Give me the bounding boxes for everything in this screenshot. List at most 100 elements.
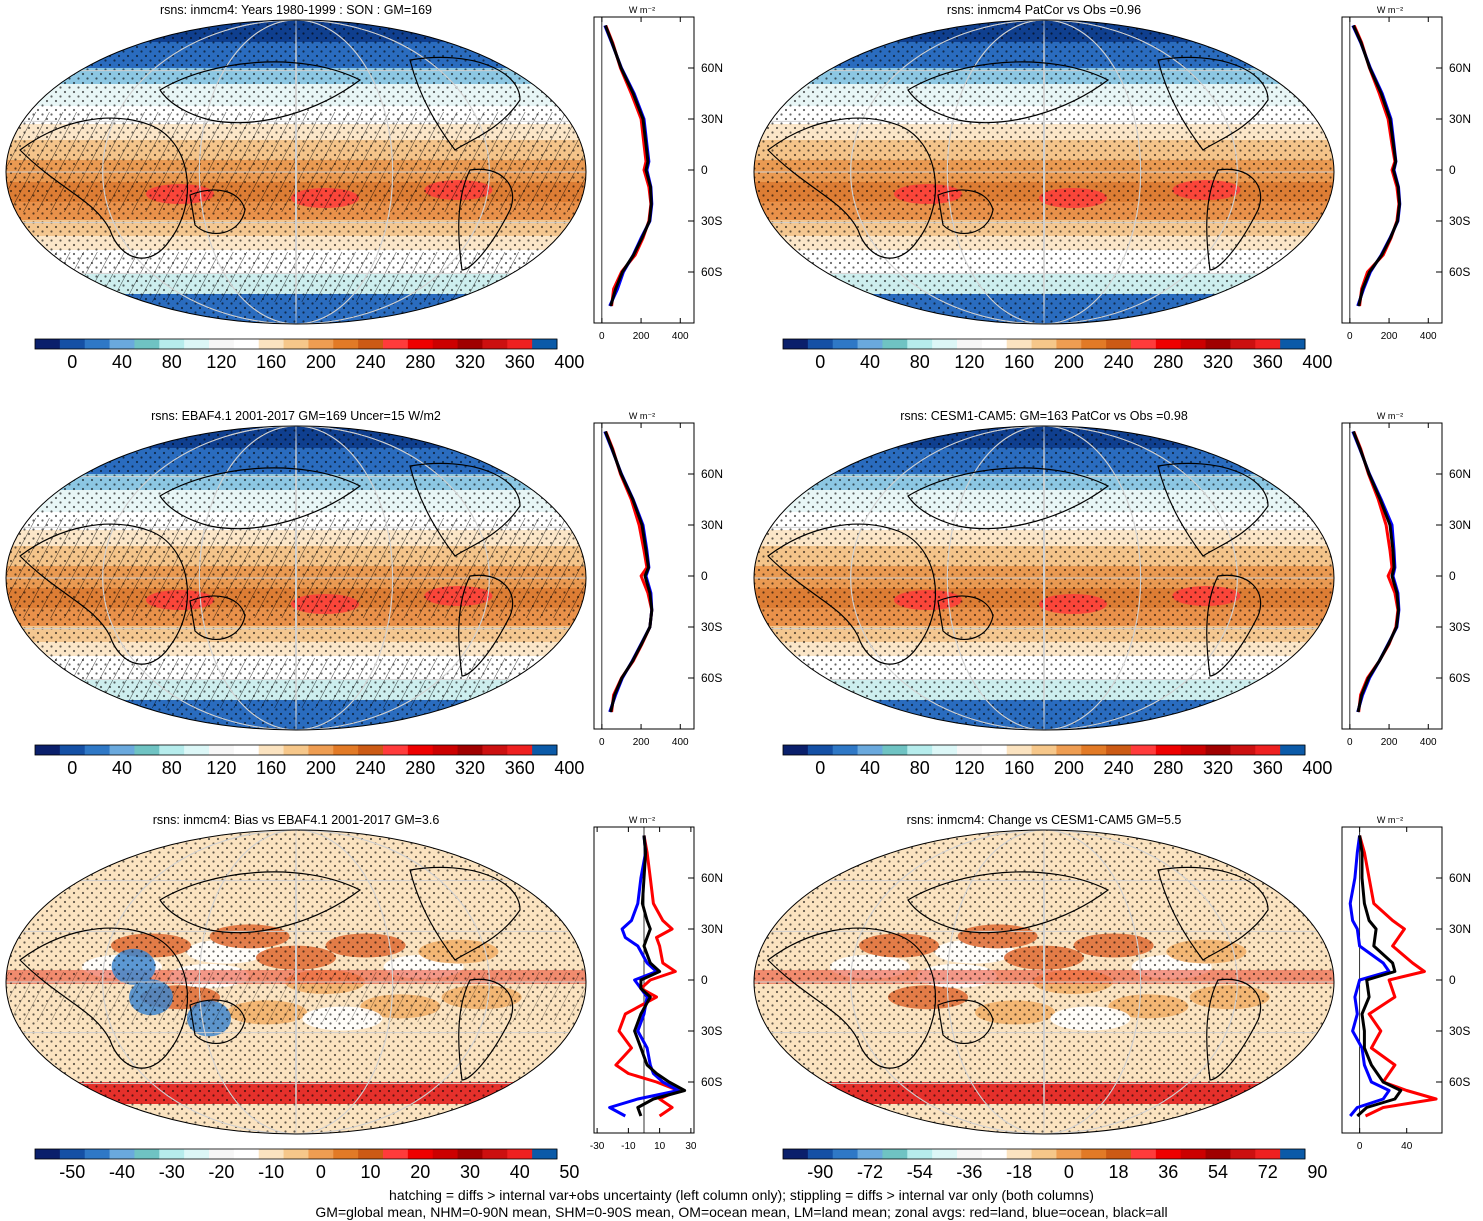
colorbar-swatch bbox=[1081, 339, 1107, 349]
zonal-ylabel: 0 bbox=[1449, 163, 1456, 177]
zonal-ylabel: 60N bbox=[701, 871, 723, 885]
colorbar-label: 40 bbox=[510, 1162, 530, 1182]
colorbar-swatch bbox=[1131, 745, 1157, 755]
zonal-units: W m⁻² bbox=[629, 5, 655, 15]
map-outline bbox=[753, 425, 1335, 731]
colorbar-label: 160 bbox=[256, 758, 286, 778]
colorbar-swatch bbox=[159, 745, 185, 755]
colorbar-label: 240 bbox=[1104, 758, 1134, 778]
panel-2: rsns: inmcm4 PatCor vs Obs =0.96 0 40 80 120… bbox=[753, 3, 1471, 372]
colorbar-swatch bbox=[1230, 1149, 1256, 1159]
colorbar-label: 120 bbox=[954, 758, 984, 778]
colorbar-label: -10 bbox=[258, 1162, 284, 1182]
colorbar-swatch bbox=[308, 745, 334, 755]
colorbar-swatch bbox=[957, 1149, 983, 1159]
zonal-units: W m⁻² bbox=[1377, 815, 1403, 825]
colorbar-label: 400 bbox=[554, 352, 584, 372]
colorbar-label: -54 bbox=[907, 1162, 933, 1182]
colorbar-label: 50 bbox=[559, 1162, 579, 1182]
colorbar-swatch bbox=[432, 339, 459, 349]
colorbar bbox=[782, 744, 1306, 756]
colorbar-swatch bbox=[857, 339, 883, 349]
colorbar-swatch bbox=[1131, 1149, 1157, 1159]
zonal-ylabel: 30N bbox=[1449, 112, 1471, 126]
colorbar-label: 72 bbox=[1258, 1162, 1278, 1182]
zonal-ylabel: 30S bbox=[1449, 214, 1470, 228]
colorbar-swatch bbox=[882, 1149, 908, 1159]
colorbar-swatch bbox=[59, 745, 86, 755]
panel-1: rsns: inmcm4: Years 1980-1999 : SON : GM… bbox=[5, 3, 723, 372]
zonal-units: W m⁻² bbox=[629, 411, 655, 421]
colorbar-swatch bbox=[184, 745, 210, 755]
colorbar bbox=[782, 1148, 1306, 1160]
zonal-profile: 0 200 400 60N 30N 0 30S 60S W m⁻² bbox=[1341, 5, 1471, 342]
colorbar-swatch bbox=[407, 339, 434, 349]
colorbar-label: -36 bbox=[956, 1162, 982, 1182]
zonal-line-all bbox=[1352, 430, 1400, 713]
colorbar-swatch bbox=[1205, 1149, 1231, 1159]
colorbar-swatch bbox=[1255, 339, 1281, 349]
colorbar-label: 280 bbox=[405, 758, 435, 778]
colorbar-label: 120 bbox=[206, 758, 236, 778]
map-field bbox=[6, 830, 586, 1134]
zonal-xtick-label: 400 bbox=[672, 331, 689, 342]
zonal-ylabel: 60S bbox=[1449, 265, 1470, 279]
colorbar-swatch bbox=[1106, 745, 1132, 755]
colorbar-swatch bbox=[209, 745, 235, 755]
colorbar-swatch bbox=[832, 745, 859, 755]
zonal-profile: -30 -10 10 30 60N 30N 0 30S 60S W m⁻² bbox=[590, 815, 723, 1152]
colorbar-swatch bbox=[35, 745, 61, 755]
zonal-ylabel: 60S bbox=[701, 265, 722, 279]
zonal-ylabel: 60S bbox=[1449, 671, 1470, 685]
colorbar bbox=[782, 338, 1306, 350]
zonal-xtick-label: 400 bbox=[1420, 331, 1437, 342]
colorbar-swatch bbox=[1106, 339, 1132, 349]
colorbar-swatch bbox=[932, 339, 958, 349]
colorbar-label: 320 bbox=[455, 352, 485, 372]
colorbar-swatch bbox=[134, 745, 160, 755]
zonal-line-all bbox=[604, 430, 654, 713]
colorbar-swatch bbox=[358, 339, 384, 349]
colorbar-swatch bbox=[358, 745, 384, 755]
colorbar-swatch bbox=[109, 1149, 135, 1159]
zonal-units: W m⁻² bbox=[1377, 5, 1403, 15]
colorbar-label: 360 bbox=[1253, 758, 1283, 778]
colorbar-swatch bbox=[35, 1149, 61, 1159]
map-field bbox=[754, 830, 1334, 1134]
colorbar-swatch bbox=[233, 745, 260, 755]
colorbar-swatch bbox=[1081, 745, 1107, 755]
colorbar-swatch bbox=[1230, 339, 1256, 349]
colorbar-label: 0 bbox=[1064, 1162, 1074, 1182]
zonal-xtick-label: -30 bbox=[590, 1141, 605, 1152]
colorbar-label: -18 bbox=[1006, 1162, 1032, 1182]
zonal-ylabel: 60S bbox=[1449, 1075, 1470, 1089]
coastlines bbox=[19, 866, 521, 1081]
colorbar-swatch bbox=[283, 339, 309, 349]
zonal-line-land bbox=[1358, 835, 1438, 1118]
colorbar-swatch bbox=[832, 339, 859, 349]
colorbar-swatch bbox=[1031, 339, 1057, 349]
colorbar-swatch bbox=[1155, 1149, 1182, 1159]
colorbar-label: 0 bbox=[67, 758, 77, 778]
colorbar-label: 0 bbox=[815, 758, 825, 778]
zonal-ylabel: 30N bbox=[1449, 922, 1471, 936]
colorbar-swatch bbox=[882, 339, 908, 349]
colorbar-swatch bbox=[1230, 745, 1256, 755]
colorbar-swatch bbox=[308, 339, 334, 349]
colorbar-swatch bbox=[407, 745, 434, 755]
colorbar-label: -90 bbox=[807, 1162, 833, 1182]
zonal-ylabel: 0 bbox=[1449, 569, 1456, 583]
colorbar-label: 36 bbox=[1158, 1162, 1178, 1182]
colorbar-swatch bbox=[507, 745, 533, 755]
colorbar-swatch bbox=[59, 339, 86, 349]
colorbar-label: 120 bbox=[954, 352, 984, 372]
map-outline bbox=[753, 829, 1335, 1135]
zonal-line-all bbox=[1356, 835, 1403, 1118]
zonal-line-all bbox=[633, 835, 687, 1117]
colorbar-swatch bbox=[1205, 745, 1231, 755]
colorbar-swatch bbox=[1255, 745, 1281, 755]
colorbar-swatch bbox=[159, 1149, 185, 1159]
colorbar-label: 18 bbox=[1109, 1162, 1129, 1182]
zonal-profile: 0 40 60N 30N 0 30S 60S W m⁻² bbox=[1341, 815, 1471, 1152]
colorbar-swatch bbox=[333, 745, 359, 755]
